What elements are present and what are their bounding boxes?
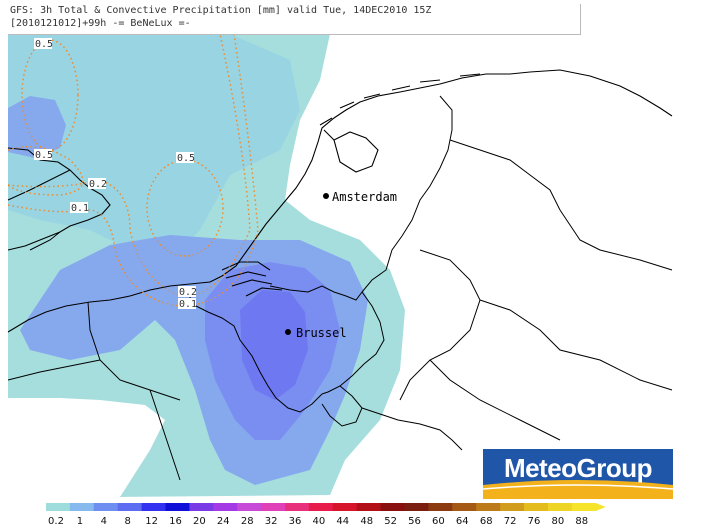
country-borders: [7, 95, 673, 481]
contour-label: 0.1: [71, 203, 89, 214]
legend-swatch: [500, 503, 525, 511]
legend-tick-label: 1: [77, 516, 83, 527]
legend-tick-label: 32: [265, 516, 278, 527]
precip-area-core: [240, 290, 308, 400]
contour-labels: 0.5 0.5 0.5 0.2 0.1 0.2 0.1: [34, 38, 197, 310]
logo-text: MeteoGroup: [503, 453, 653, 483]
city-label: Brussel: [296, 326, 347, 340]
legend-tick-label: 24: [217, 516, 230, 527]
contour-label: 0.5: [35, 150, 53, 161]
legend-arrow: [595, 503, 606, 511]
logo-graphic: [482, 449, 674, 499]
city-marker: [323, 193, 329, 199]
legend-tick-label: 56: [408, 516, 421, 527]
legend-swatch: [261, 503, 286, 511]
legend-tick-label: 28: [241, 516, 254, 527]
legend-tick-label: 68: [480, 516, 493, 527]
legend-swatch: [213, 503, 238, 511]
legend-swatch: [141, 503, 166, 511]
map-header: GFS: 3h Total & Convective Precipitation…: [8, 4, 581, 35]
contour-label: 0.2: [89, 179, 107, 190]
legend-swatch: [117, 503, 143, 511]
legend-swatch: [476, 503, 501, 511]
contour-label: 0.1: [179, 299, 197, 310]
precip-area-lightblue: [8, 34, 300, 255]
contour-0.5-top-left: [21, 39, 79, 151]
legend-swatch: [524, 503, 549, 511]
legend-tick-label: 4: [101, 516, 107, 527]
legend-tick-label: 60: [432, 516, 445, 527]
legend-swatch: [380, 503, 405, 511]
legend-swatch: [285, 503, 310, 511]
legend-tick-label: 64: [456, 516, 469, 527]
header-title: GFS: 3h Total & Convective Precipitation…: [10, 5, 432, 16]
city-marker: [285, 329, 291, 335]
city-label: Amsterdam: [332, 190, 397, 204]
city-brussel: Brussel: [285, 326, 347, 340]
coastlines: [7, 69, 673, 333]
legend-swatch: [356, 503, 382, 511]
legend-swatch: [404, 503, 429, 511]
legend-swatch: [93, 503, 119, 511]
legend-tick-label: 52: [384, 516, 397, 527]
header-subtitle: [2010121012]+99h -= BeNeLux =-: [10, 18, 191, 29]
legend-tick-label: 16: [169, 516, 182, 527]
legend-swatch: [165, 503, 190, 511]
contour-label: 0.5: [35, 39, 53, 50]
legend-swatch: [237, 503, 262, 511]
legend-tick-label: 48: [360, 516, 373, 527]
legend-swatch: [332, 503, 358, 511]
legend-tick-label: 44: [336, 516, 349, 527]
contour-0.5-left: [7, 145, 84, 196]
legend-tick-label: 40: [313, 516, 326, 527]
legend-swatch: [189, 503, 214, 511]
legend-swatch: [547, 503, 573, 511]
contour-label: 0.5: [177, 153, 195, 164]
legend-scale: 0.2 1 4 8 12 16 20 24 28 32 36 40 44 48 52 56 60 64 68 72 76…: [46, 503, 606, 527]
legend-tick-label: 8: [125, 516, 131, 527]
contour-label: 0.2: [179, 287, 197, 298]
legend-tick-label: 36: [289, 516, 302, 527]
legend-tick-label: 72: [504, 516, 517, 527]
legend-swatch: [69, 503, 95, 511]
legend-tick-label: 12: [145, 516, 158, 527]
legend-swatch: [452, 503, 477, 511]
legend-tick-label: 0.2: [48, 516, 64, 527]
legend-swatch: [428, 503, 453, 511]
city-amsterdam: Amsterdam: [323, 190, 397, 204]
legend-tick-label: 76: [528, 516, 541, 527]
precipitation-legend: 0.2 1 4 8 12 16 20 24 28 32 36 40 44 48 52 56 60 64 68 72 76…: [0, 500, 725, 528]
legend-tick-label: 20: [193, 516, 206, 527]
precip-area-upper-left: [8, 96, 66, 158]
legend-swatch: [571, 503, 597, 511]
legend-tick-label: 88: [575, 516, 588, 527]
legend-tick-label: 80: [552, 516, 565, 527]
legend-swatch: [46, 503, 71, 511]
legend-swatch: [308, 503, 334, 511]
meteogroup-logo: MeteoGroup: [482, 449, 674, 499]
